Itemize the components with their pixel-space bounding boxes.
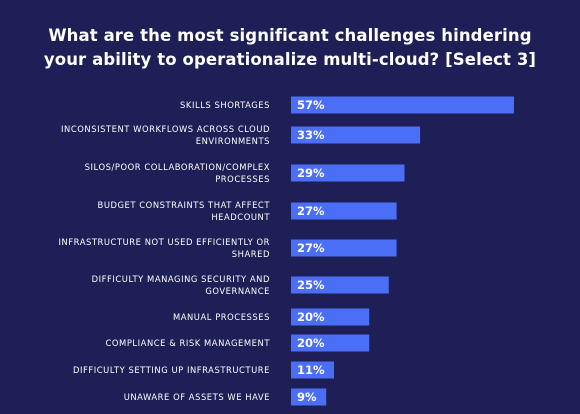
category-label-5-line-1: INFRASTRUCTURE NOT USED EFFICIENTLY OR bbox=[58, 237, 270, 247]
bar-value-label-3: 29% bbox=[297, 166, 325, 180]
category-label-5-line-2: SHARED bbox=[232, 249, 270, 259]
bar-value-label-10: 9% bbox=[297, 390, 317, 404]
bar-value-label-5: 27% bbox=[297, 241, 325, 255]
category-label-1-line-1: SKILLS SHORTAGES bbox=[180, 100, 270, 110]
category-label-9-line-1: DIFFICULTY SETTING UP INFRASTRUCTURE bbox=[73, 365, 270, 375]
bar-value-label-4: 27% bbox=[297, 204, 325, 218]
category-label-8-line-1: COMPLIANCE & RISK MANAGEMENT bbox=[106, 338, 271, 348]
bar-value-label-9: 11% bbox=[297, 363, 325, 377]
bar-6 bbox=[291, 276, 389, 294]
category-label-2-line-1: INCONSISTENT WORKFLOWS ACROSS CLOUD bbox=[61, 124, 270, 134]
bar-value-label-7: 20% bbox=[297, 310, 325, 324]
category-label-6-line-1: DIFFICULTY MANAGING SECURITY AND bbox=[92, 274, 270, 284]
chart-title: What are the most significant challenges… bbox=[0, 24, 580, 72]
bar-3 bbox=[291, 164, 405, 182]
category-label-4-line-1: BUDGET CONSTRAINTS THAT AFFECT bbox=[98, 200, 271, 210]
bar-5 bbox=[291, 239, 397, 257]
category-label-2-line-2: ENVIRONMENTS bbox=[196, 136, 270, 146]
bar-8 bbox=[291, 334, 370, 352]
bar-2 bbox=[291, 126, 421, 144]
category-label-3-line-2: PROCESSES bbox=[215, 174, 270, 184]
category-label-6-line-2: GOVERNANCE bbox=[205, 286, 270, 296]
bar-10 bbox=[291, 388, 327, 406]
bar-value-label-2: 33% bbox=[297, 128, 325, 142]
category-label-4-line-2: HEADCOUNT bbox=[211, 212, 270, 222]
chart-title-line-1: What are the most significant challenges… bbox=[48, 26, 532, 45]
category-label-10-line-1: UNAWARE OF ASSETS WE HAVE bbox=[124, 392, 270, 402]
bar-7 bbox=[291, 308, 370, 326]
chart-title-line-2: your ability to operationalize multi-clo… bbox=[43, 50, 537, 69]
bar-value-label-6: 25% bbox=[297, 278, 325, 292]
category-label-7-line-1: MANUAL PROCESSES bbox=[173, 312, 270, 322]
bar-value-label-8: 20% bbox=[297, 336, 325, 350]
category-label-3-line-1: SILOS/POOR COLLABORATION/COMPLEX bbox=[85, 162, 270, 172]
bar-9 bbox=[291, 361, 334, 379]
bar-1 bbox=[291, 96, 514, 114]
bar-4 bbox=[291, 202, 397, 220]
bar-value-label-1: 57% bbox=[297, 98, 325, 112]
